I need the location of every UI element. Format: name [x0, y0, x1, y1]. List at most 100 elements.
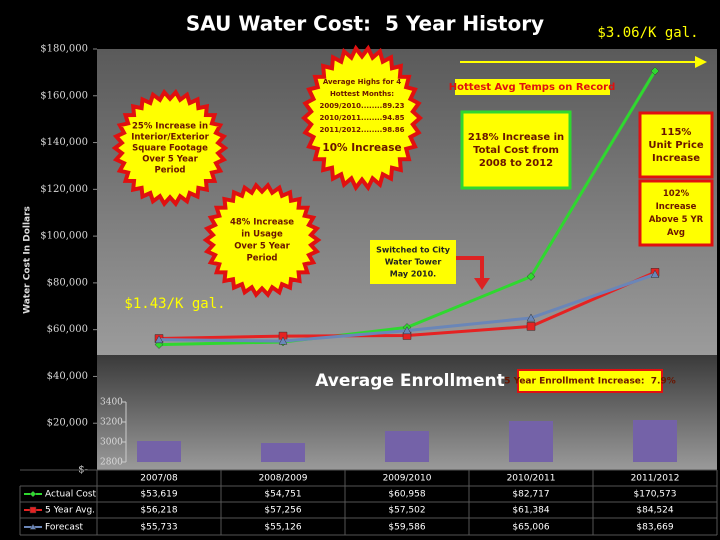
- callout-box: [370, 240, 456, 284]
- annotation: $3.06/K gal.: [597, 25, 698, 41]
- annotation: 2011/2012........98.86: [320, 126, 405, 134]
- chart-title: SAU Water Cost: 5 Year History: [186, 12, 544, 36]
- table-value: $61,384: [512, 506, 549, 516]
- annotation: Switched to City: [376, 246, 451, 255]
- annotation: 2010/2011........94.85: [320, 114, 405, 122]
- annotation: May 2010.: [390, 270, 436, 279]
- bar: [385, 431, 429, 462]
- table-value: $65,006: [512, 523, 549, 533]
- annotation: Square Footage: [132, 144, 208, 154]
- y-tick-label: $80,000: [47, 277, 88, 288]
- annotation: Above 5 YR: [649, 215, 704, 225]
- y-tick-label: $120,000: [40, 184, 88, 195]
- table-value: $55,733: [140, 523, 177, 533]
- table-value: $56,218: [140, 506, 177, 516]
- callout-box: [460, 110, 572, 190]
- note-box: [517, 369, 663, 393]
- annotation: in Usage: [241, 230, 283, 240]
- annotation: 10% Increase: [322, 142, 401, 154]
- category-label: 2007/08: [140, 474, 178, 484]
- y-tick-label: $100,000: [40, 231, 88, 242]
- arrow-head: [695, 56, 707, 68]
- annotation: Over 5 Year: [234, 242, 290, 252]
- table-value: $57,256: [264, 506, 301, 516]
- annotation: Hottest Avg Temps on Record: [449, 82, 615, 93]
- y-tick-label: $140,000: [40, 137, 88, 148]
- annotation: 25% Increase in: [132, 122, 208, 132]
- annotation: Hottest Months:: [330, 90, 394, 98]
- y-tick-label: $160,000: [40, 90, 88, 101]
- category-label: 2009/2010: [383, 474, 432, 484]
- callout-burst: [111, 88, 229, 208]
- annotation: Over 5 Year: [142, 155, 198, 165]
- inset-tick-label: 3200: [100, 418, 123, 428]
- marker: [278, 336, 288, 345]
- marker: [29, 506, 37, 514]
- note: 5 Year Enrollment Increase: 7.9%: [504, 377, 676, 387]
- callout-burst: [300, 44, 424, 192]
- inset-tick-label: 3000: [100, 438, 123, 448]
- annotation: Total Cost from: [473, 145, 559, 156]
- annotation: Water Tower: [385, 258, 442, 267]
- callout-burst: [202, 181, 322, 299]
- annotation: 102%: [663, 189, 690, 199]
- marker: [650, 269, 660, 278]
- annotation: Unit Price: [648, 140, 704, 151]
- annotation: Period: [246, 254, 277, 264]
- table-value: $82,717: [512, 490, 549, 500]
- legend-label: Forecast: [45, 523, 84, 533]
- marker: [29, 490, 37, 498]
- table-value: $60,958: [388, 490, 425, 500]
- category-label: 2010/2011: [507, 474, 556, 484]
- legend-label: 5 Year Avg.: [45, 506, 95, 516]
- annotation: 2009/2010........89.23: [320, 102, 405, 110]
- y-tick-label: $60,000: [47, 324, 88, 335]
- annotation: Average Highs for 4: [323, 78, 401, 86]
- table-value: $53,619: [140, 490, 177, 500]
- y-tick-label: $40,000: [47, 371, 88, 382]
- bar: [509, 421, 553, 462]
- marker: [402, 326, 412, 335]
- annotation: 2008 to 2012: [479, 158, 553, 169]
- annotation: 115%: [661, 127, 692, 138]
- table-value: $59,586: [388, 523, 425, 533]
- annotation: 218% Increase in: [468, 132, 564, 143]
- category-label: 2008/2009: [259, 474, 308, 484]
- y-axis-label: Water Cost In Dollars: [23, 206, 33, 314]
- marker: [650, 66, 660, 76]
- table-value: $57,502: [388, 506, 425, 516]
- bar: [633, 420, 677, 462]
- table-value: $54,751: [264, 490, 301, 500]
- callout-box: [638, 111, 714, 179]
- annotation: Avg: [667, 228, 685, 238]
- table-value: $83,669: [636, 523, 673, 533]
- annotation: Period: [154, 166, 185, 176]
- table-value: $55,126: [264, 523, 301, 533]
- category-label: 2011/2012: [631, 474, 680, 484]
- inset-tick-label: 3400: [100, 398, 123, 408]
- bent-arrow-head: [474, 278, 490, 290]
- marker: [29, 523, 37, 530]
- legend-label: Actual Cost: [45, 490, 97, 500]
- annotation: Increase: [652, 153, 700, 164]
- callout-box: [455, 79, 610, 95]
- annotation: Increase: [656, 202, 697, 212]
- y-tick-label: $180,000: [40, 44, 88, 55]
- table-value: $170,573: [634, 490, 677, 500]
- inset-tick-label: 2800: [100, 458, 123, 468]
- inset-title: Average Enrollment: [315, 371, 505, 391]
- table-value: $84,524: [636, 506, 673, 516]
- annotation: $1.43/K gal.: [124, 296, 225, 312]
- annotation: Interior/Exterior: [131, 133, 209, 143]
- bar: [137, 441, 181, 462]
- callout-box: [638, 179, 714, 247]
- bent-arrow: [456, 256, 484, 280]
- marker: [526, 272, 536, 281]
- marker: [154, 335, 164, 344]
- annotation: 48% Increase: [230, 218, 294, 228]
- bar: [261, 443, 305, 462]
- y-tick-label: $20,000: [47, 418, 88, 429]
- marker: [526, 313, 536, 322]
- marker: [526, 322, 536, 331]
